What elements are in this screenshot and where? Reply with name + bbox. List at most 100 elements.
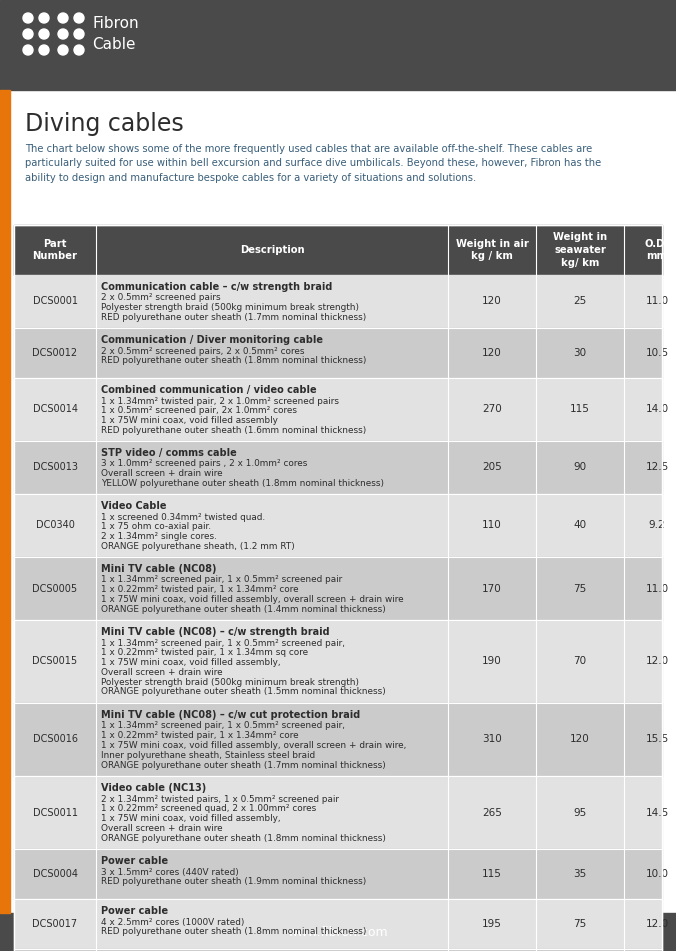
- Text: Mini TV cable (NC08): Mini TV cable (NC08): [101, 564, 216, 574]
- Circle shape: [39, 45, 49, 55]
- Text: ORANGE polyurethane outer sheath (1.5mm nominal thickness): ORANGE polyurethane outer sheath (1.5mm …: [101, 688, 386, 696]
- Text: 1 x 0.22mm² twisted pair, 1 x 1.34mm² core: 1 x 0.22mm² twisted pair, 1 x 1.34mm² co…: [101, 731, 299, 740]
- Text: 1 x 75W mini coax, void filled assembly,: 1 x 75W mini coax, void filled assembly,: [101, 814, 281, 824]
- Text: DCS0013: DCS0013: [32, 462, 78, 473]
- Text: 1 x 0.22mm² screened quad, 2 x 1.00mm² cores: 1 x 0.22mm² screened quad, 2 x 1.00mm² c…: [101, 805, 316, 813]
- Text: Video cable (NC13): Video cable (NC13): [101, 783, 206, 793]
- Text: 310: 310: [482, 734, 502, 745]
- Text: 120: 120: [482, 297, 502, 306]
- Text: 3 x 1.0mm² screened pairs , 2 x 1.0mm² cores: 3 x 1.0mm² screened pairs , 2 x 1.0mm² c…: [101, 459, 308, 469]
- Text: Polyester strength braid (500kg minimum break strength): Polyester strength braid (500kg minimum …: [101, 678, 359, 687]
- Text: 90: 90: [573, 462, 587, 473]
- Bar: [0, 913, 676, 951]
- Text: Video Cable: Video Cable: [101, 501, 166, 511]
- Text: Weight in air
kg / km: Weight in air kg / km: [456, 239, 529, 262]
- Text: 12.5: 12.5: [646, 462, 669, 473]
- Text: 11.0: 11.0: [646, 297, 669, 306]
- Circle shape: [74, 45, 84, 55]
- Text: 30: 30: [573, 348, 587, 358]
- Text: 1 x 75W mini coax, void filled assembly, overall screen + drain wire: 1 x 75W mini coax, void filled assembly,…: [101, 595, 404, 604]
- Text: Power cable: Power cable: [101, 906, 168, 916]
- Text: RED polyurethane outer sheath (1.8mm nominal thickness): RED polyurethane outer sheath (1.8mm nom…: [101, 357, 366, 365]
- Text: 95: 95: [573, 807, 587, 818]
- Text: Mini TV cable (NC08) – c/w cut protection braid: Mini TV cable (NC08) – c/w cut protectio…: [101, 710, 360, 720]
- Text: YELLOW polyurethane outer sheath (1.8mm nominal thickness): YELLOW polyurethane outer sheath (1.8mm …: [101, 479, 384, 488]
- Text: DCS0014: DCS0014: [32, 404, 78, 415]
- Bar: [14, 494, 662, 557]
- Bar: [14, 849, 662, 899]
- Text: DCS0017: DCS0017: [32, 919, 78, 929]
- Text: 25: 25: [573, 297, 587, 306]
- Text: Part
Number: Part Number: [32, 239, 78, 262]
- Text: 1 x 75 ohm co-axial pair.: 1 x 75 ohm co-axial pair.: [101, 522, 211, 532]
- Circle shape: [58, 13, 68, 23]
- Text: 75: 75: [573, 584, 587, 593]
- Text: 10.5: 10.5: [646, 348, 669, 358]
- Text: 1 x 0.5mm² screened pair, 2x 1.0mm² cores: 1 x 0.5mm² screened pair, 2x 1.0mm² core…: [101, 406, 297, 416]
- Text: Communication / Diver monitoring cable: Communication / Diver monitoring cable: [101, 335, 323, 345]
- Bar: [14, 776, 662, 849]
- Text: DCS0005: DCS0005: [32, 584, 78, 593]
- Circle shape: [39, 13, 49, 23]
- Text: DCS0012: DCS0012: [32, 348, 78, 358]
- Text: 1 x 75W mini coax, void filled assembly,: 1 x 75W mini coax, void filled assembly,: [101, 658, 281, 667]
- Text: RED polyurethane outer sheath (1.8mm nominal thickness): RED polyurethane outer sheath (1.8mm nom…: [101, 927, 366, 937]
- Bar: [14, 225, 662, 275]
- Circle shape: [39, 29, 49, 39]
- Text: 190: 190: [482, 656, 502, 667]
- Text: 115: 115: [482, 869, 502, 879]
- Bar: [14, 620, 662, 703]
- Bar: [0, 0, 676, 90]
- Text: DC0340: DC0340: [36, 520, 74, 531]
- Text: 75: 75: [573, 919, 587, 929]
- Text: 70: 70: [573, 656, 587, 667]
- Text: Polyester strength braid (500kg minimum break strength): Polyester strength braid (500kg minimum …: [101, 303, 359, 312]
- Text: 2 x 0.5mm² screened pairs, 2 x 0.5mm² cores: 2 x 0.5mm² screened pairs, 2 x 0.5mm² co…: [101, 346, 304, 356]
- Text: Fibron
Cable: Fibron Cable: [92, 16, 139, 52]
- Bar: [14, 557, 662, 620]
- Text: 195: 195: [482, 919, 502, 929]
- Bar: [14, 703, 662, 776]
- Text: 1 x 1.34mm² screened pair, 1 x 0.5mm² screened pair,: 1 x 1.34mm² screened pair, 1 x 0.5mm² sc…: [101, 638, 345, 648]
- Text: 15.5: 15.5: [646, 734, 669, 745]
- Bar: [14, 225, 662, 951]
- Text: 12.0: 12.0: [646, 656, 669, 667]
- Text: 120: 120: [482, 348, 502, 358]
- Text: DCS0004: DCS0004: [32, 869, 78, 879]
- Text: 4 x 2.5mm² cores (1000V rated): 4 x 2.5mm² cores (1000V rated): [101, 918, 245, 926]
- Text: Overall screen + drain wire: Overall screen + drain wire: [101, 668, 222, 677]
- Text: 12.0: 12.0: [646, 919, 669, 929]
- Text: DCS0011: DCS0011: [32, 807, 78, 818]
- Text: Inner polyurethane sheath, Stainless steel braid: Inner polyurethane sheath, Stainless ste…: [101, 751, 315, 760]
- Text: RED polyurethane outer sheath (1.7mm nominal thickness): RED polyurethane outer sheath (1.7mm nom…: [101, 313, 366, 322]
- Text: O.D.
mm: O.D. mm: [645, 239, 669, 262]
- Bar: [14, 899, 662, 949]
- Text: 2 x 1.34mm² single cores.: 2 x 1.34mm² single cores.: [101, 533, 217, 541]
- Text: Description: Description: [240, 245, 304, 255]
- Bar: [14, 949, 662, 951]
- Text: Mini TV cable (NC08) – c/w strength braid: Mini TV cable (NC08) – c/w strength brai…: [101, 627, 330, 637]
- Bar: [0, 90, 10, 913]
- Text: 9.2: 9.2: [649, 520, 665, 531]
- Text: 170: 170: [482, 584, 502, 593]
- Text: 14.5: 14.5: [646, 807, 669, 818]
- Text: 14.0: 14.0: [646, 404, 669, 415]
- Text: Diving cables: Diving cables: [25, 112, 184, 136]
- Text: RED polyurethane outer sheath (1.9mm nominal thickness): RED polyurethane outer sheath (1.9mm nom…: [101, 878, 366, 886]
- Text: Combined communication / video cable: Combined communication / video cable: [101, 385, 316, 395]
- Circle shape: [23, 45, 33, 55]
- Text: 110: 110: [482, 520, 502, 531]
- Text: 1 x 1.34mm² screened pair, 1 x 0.5mm² screened pair,: 1 x 1.34mm² screened pair, 1 x 0.5mm² sc…: [101, 722, 345, 730]
- Text: www.fibron.com: www.fibron.com: [288, 925, 388, 939]
- Bar: [14, 441, 662, 494]
- Text: ORANGE polyurethane outer sheath (1.7mm nominal thickness): ORANGE polyurethane outer sheath (1.7mm …: [101, 761, 386, 769]
- Text: DCS0015: DCS0015: [32, 656, 78, 667]
- Text: Overall screen + drain wire: Overall screen + drain wire: [101, 469, 222, 478]
- Circle shape: [74, 13, 84, 23]
- Text: 270: 270: [482, 404, 502, 415]
- Text: 205: 205: [482, 462, 502, 473]
- Bar: [14, 328, 662, 378]
- Text: 1 x 1.34mm² twisted pair, 2 x 1.0mm² screened pairs: 1 x 1.34mm² twisted pair, 2 x 1.0mm² scr…: [101, 397, 339, 405]
- Circle shape: [58, 29, 68, 39]
- Text: 3 x 1.5mm² cores (440V rated): 3 x 1.5mm² cores (440V rated): [101, 867, 239, 877]
